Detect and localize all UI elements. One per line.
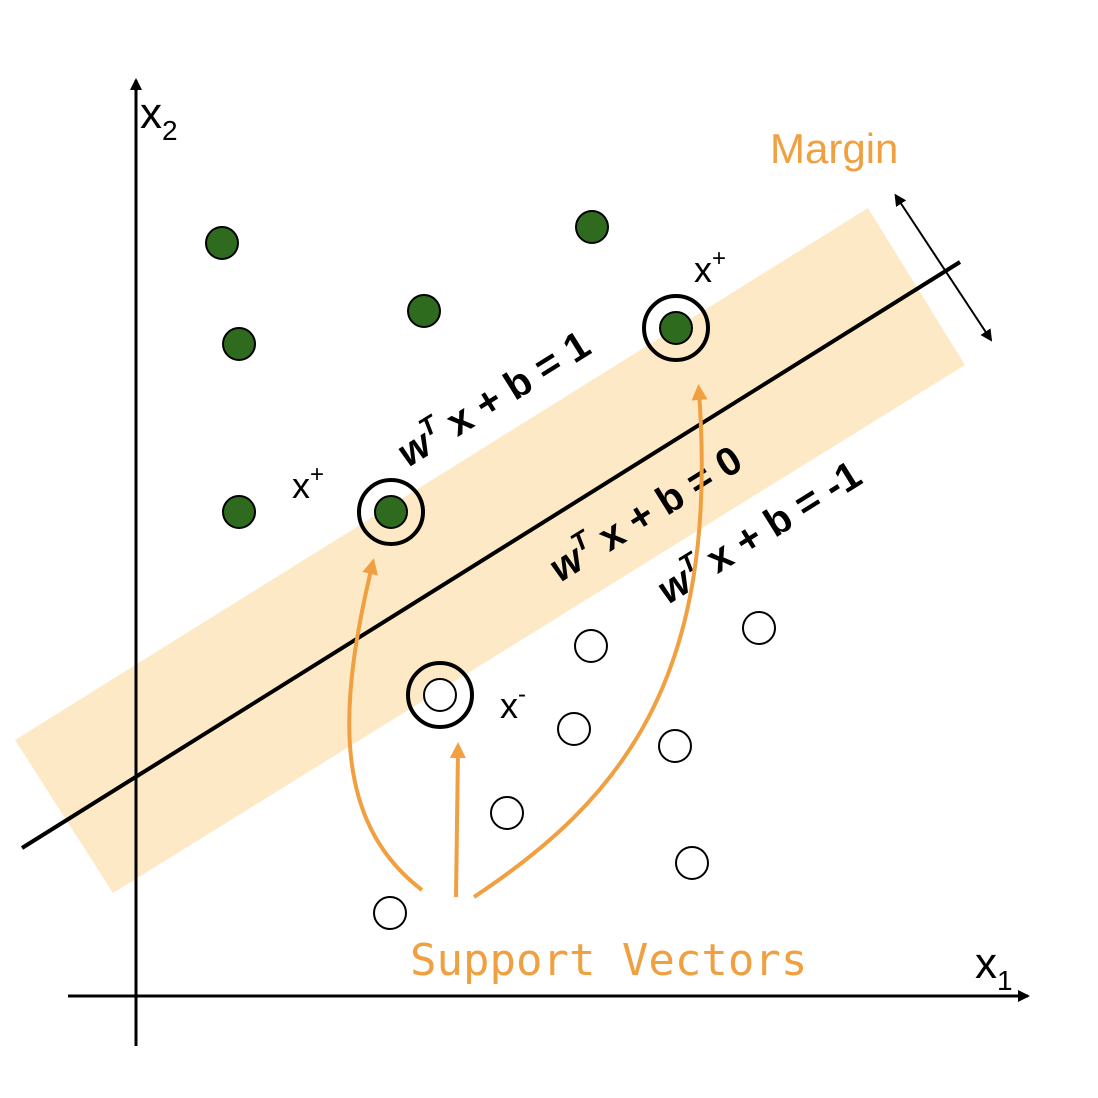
decision-boundary-line xyxy=(20,260,962,850)
positive-points xyxy=(205,210,693,529)
negative-point xyxy=(742,611,776,645)
y-axis-label: x2 xyxy=(140,89,178,146)
support-vector-ring xyxy=(642,294,710,362)
positive-point xyxy=(222,327,256,361)
support-vector-ring xyxy=(357,478,425,546)
x-plus-label-right: x+ xyxy=(694,245,726,290)
negative-point xyxy=(675,846,709,880)
support-vector-arrows xyxy=(347,384,708,899)
margin-width-arrow xyxy=(894,193,993,342)
x-plus-label-left: x+ xyxy=(292,461,324,506)
x-minus-label: x- xyxy=(500,681,526,726)
negative-point xyxy=(373,896,407,930)
margin-label: Margin xyxy=(770,125,898,172)
negative-point xyxy=(658,729,692,763)
positive-point xyxy=(222,495,256,529)
x-axis-label: x1 xyxy=(975,939,1013,996)
arrow-to-right-positive xyxy=(472,384,708,899)
support-vectors-label: Support Vectors xyxy=(410,935,807,986)
margin-band xyxy=(15,208,965,893)
positive-point xyxy=(407,294,441,328)
support-vector-ring xyxy=(406,661,474,729)
positive-support-vector xyxy=(659,311,693,345)
negative-point xyxy=(490,796,524,830)
negative-point xyxy=(574,629,608,663)
arrow-to-negative xyxy=(449,742,466,898)
negative-point xyxy=(557,712,591,746)
arrow-to-left-positive xyxy=(347,558,424,892)
positive-point xyxy=(575,210,609,244)
negative-points xyxy=(373,611,776,930)
negative-support-vector xyxy=(423,678,457,712)
positive-support-vector xyxy=(374,495,408,529)
positive-point xyxy=(205,226,239,260)
support-vector-rings xyxy=(357,294,710,729)
